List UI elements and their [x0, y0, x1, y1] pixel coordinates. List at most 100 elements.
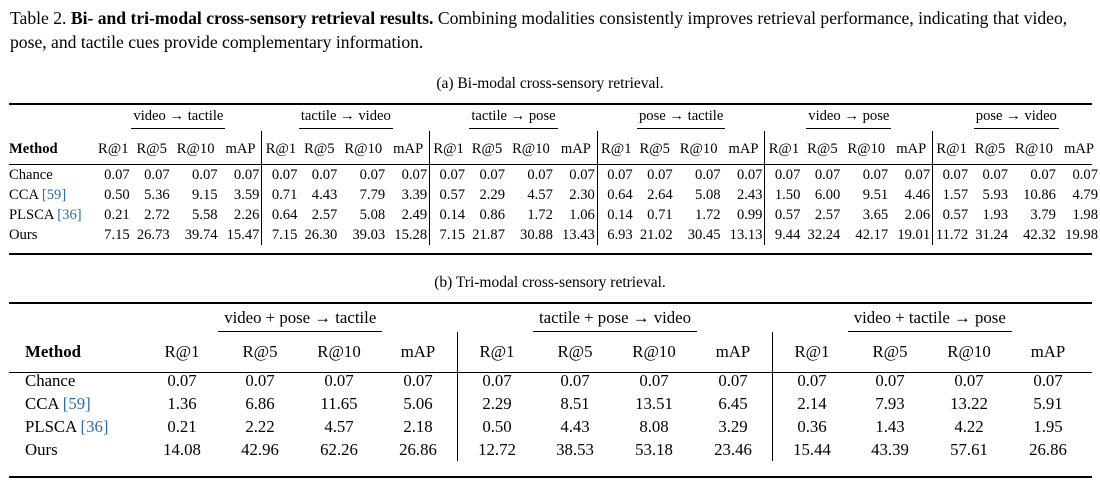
value-cell: 57.61: [950, 440, 988, 459]
table-a-bottom-rule: [9, 253, 1092, 255]
group-header: video → tactile: [95, 106, 262, 131]
value-cell: 5.06: [403, 394, 433, 413]
value-cell: 1.06: [569, 207, 595, 223]
value-cell: 4.43: [311, 187, 338, 203]
value-cell: 0.07: [144, 167, 170, 183]
value-cell: 2.49: [401, 207, 428, 223]
value-cell: 38.53: [556, 440, 594, 459]
value-cell: 0.36: [772, 415, 851, 438]
value-cell: 3.39: [401, 187, 428, 203]
value-cell: 6.93: [596, 225, 635, 245]
value-cell: 7.15: [429, 225, 468, 245]
value-cell: 15.44: [772, 438, 851, 461]
value-cell: 0.21: [104, 207, 130, 223]
value-cell: 2.14: [772, 392, 851, 415]
value-cell: 14.08: [163, 440, 201, 459]
value-cell: 1.93: [982, 207, 1009, 223]
value-cell: 39.74: [184, 227, 218, 243]
value-cell: 26.30: [304, 227, 338, 243]
value-cell: 0.21: [167, 417, 197, 436]
metric-header: R@10: [176, 141, 215, 157]
caption-label: Table 2.: [10, 8, 67, 28]
value-cell: 13.43: [561, 227, 595, 243]
table-b: video + pose → tactile tactile + pose → v…: [25, 306, 1087, 461]
table-b-group-row: video + pose → tactile tactile + pose → v…: [25, 306, 1087, 332]
table-b-header-rule: [9, 372, 1092, 373]
value-cell: 8.51: [560, 394, 590, 413]
value-cell: 1.43: [875, 417, 905, 436]
value-cell: 9.15: [192, 187, 218, 203]
value-cell: 0.07: [311, 167, 338, 183]
value-cell: 0.50: [457, 415, 536, 438]
value-cell: 7.15: [104, 227, 130, 243]
value-cell: 4.22: [954, 417, 984, 436]
method-name: Ours: [25, 440, 58, 459]
group-spacer: [25, 306, 143, 332]
group-label: video → tactile: [131, 106, 226, 129]
citation-link: [36]: [57, 207, 82, 223]
metric-header: mAP: [1030, 342, 1066, 361]
metric-header: R@10: [1015, 141, 1053, 157]
metric-header: R@5: [304, 141, 335, 157]
value-cell: 0.14: [429, 205, 468, 225]
value-cell: 7.93: [875, 394, 905, 413]
value-cell: 0.07: [862, 167, 889, 183]
method-name: PLSCA: [9, 207, 54, 223]
value-cell: 6.45: [718, 394, 748, 413]
value-cell: 0.07: [954, 371, 984, 390]
value-cell: 0.07: [527, 167, 553, 183]
method-name: Chance: [9, 167, 53, 183]
value-cell: 2.29: [457, 392, 536, 415]
value-cell: 0.07: [814, 167, 841, 183]
table-b-bottom-rule: [9, 476, 1092, 478]
value-cell: 13.22: [950, 394, 988, 413]
value-cell: 2.26: [233, 207, 260, 223]
group-label: video → pose: [806, 106, 892, 129]
value-cell: 4.43: [560, 417, 590, 436]
metric-header: R@10: [317, 342, 361, 361]
value-cell: 11.65: [320, 394, 358, 413]
group-label: video + pose → tactile: [218, 306, 383, 332]
value-cell: 0.86: [479, 207, 506, 223]
value-cell: 6.00: [814, 187, 841, 203]
value-cell: 3.79: [1030, 207, 1056, 223]
method-name: CCA: [9, 187, 39, 203]
table-row: Ours 7.15 26.73 39.74 15.47 7.15 26.30 39.03 15.…: [9, 225, 1100, 245]
table-b-metric-row: Method R@1 R@5 R@10 mAP R@1 R@5 R@10 mAP R@1 R@5 R@…: [25, 332, 1087, 363]
method-cell: Chance: [9, 159, 95, 185]
metric-header: R@10: [679, 141, 718, 157]
method-cell: CCA [59]: [9, 185, 95, 205]
value-cell: 42.32: [1023, 227, 1056, 243]
table-b-caption: (b) Tri-modal cross-sensory retrieval.: [434, 274, 666, 291]
caption-title: Bi- and tri-modal cross-sensory retrieva…: [70, 8, 434, 28]
value-cell: 2.43: [736, 187, 763, 203]
value-cell: 0.07: [647, 167, 673, 183]
value-cell: 13.13: [729, 227, 763, 243]
value-cell: 0.07: [457, 363, 536, 392]
value-cell: 0.57: [932, 205, 971, 225]
value-cell: 0.07: [932, 159, 971, 185]
value-cell: 3.59: [233, 187, 260, 203]
value-cell: 4.57: [527, 187, 553, 203]
metric-header: R@1: [932, 131, 971, 159]
group-label: pose → video: [973, 106, 1059, 129]
value-cell: 26.86: [399, 440, 437, 459]
value-cell: 21.87: [472, 227, 506, 243]
group-header: video + tactile → pose: [773, 306, 1088, 332]
value-cell: 0.07: [718, 371, 748, 390]
metric-header: mAP: [728, 141, 759, 157]
group-label: tactile → video: [298, 106, 393, 129]
value-cell: 19.01: [897, 227, 931, 243]
group-spacer: [9, 106, 95, 131]
value-cell: 5.36: [144, 187, 170, 203]
value-cell: 1.50: [764, 185, 803, 205]
group-header: tactile → pose: [430, 106, 598, 131]
value-cell: 32.24: [807, 227, 841, 243]
value-cell: 2.57: [311, 207, 338, 223]
value-cell: 2.18: [403, 417, 433, 436]
value-cell: 39.03: [352, 227, 386, 243]
value-cell: 8.08: [639, 417, 669, 436]
value-cell: 1.95: [1033, 417, 1063, 436]
table-b-top-rule: [9, 302, 1092, 304]
